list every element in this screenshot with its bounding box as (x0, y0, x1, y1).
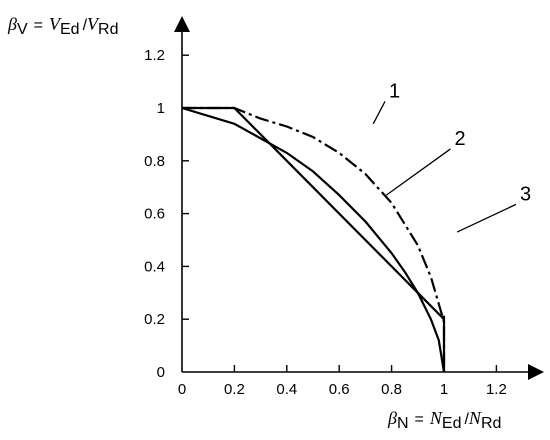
x-label-den-sub: Rd (481, 415, 501, 432)
x-label-beta-sub: N (397, 415, 409, 432)
x-tick-label: 1 (440, 381, 448, 398)
x-label-slash: / (464, 411, 469, 428)
callout-leader (372, 101, 386, 125)
x-tick-label: 0 (178, 381, 186, 398)
x-tick-label: 0.2 (224, 381, 245, 398)
y-label-eq: = (34, 17, 43, 34)
x-tick-label: 0.8 (381, 381, 402, 398)
x-label-num: N (429, 408, 443, 428)
callout-layer: 1 2 3 (372, 80, 531, 233)
y-label-beta-sub: V (17, 21, 28, 38)
y-tick-label: 0.4 (144, 258, 165, 275)
y-label-num-sub: Ed (60, 21, 80, 38)
callout-leader (456, 203, 517, 233)
callout-label: 1 (389, 80, 400, 102)
x-label-beta: β (387, 408, 397, 428)
x-axis-label: βN = NEd/NRd (387, 408, 501, 432)
x-label-den: N (468, 408, 482, 428)
callout-label: 2 (454, 128, 465, 150)
y-label-slash: / (83, 17, 88, 34)
callout-label: 3 (520, 183, 531, 205)
y-tick-label: 0.6 (144, 206, 165, 223)
x-label-num-sub: Ed (442, 415, 462, 432)
x-tick-label: 0.4 (276, 381, 297, 398)
callout-leader (385, 148, 451, 196)
x-tick-label: 0.6 (329, 381, 350, 398)
y-tick-label: 1 (157, 100, 165, 117)
series-line-1 (182, 106, 446, 372)
ticks-layer: 0 0.2 0.4 0.6 0.8 1 1.2 0 0.2 0.4 0.6 0.8 1 1.2 (144, 47, 507, 398)
series-line-3 (181, 106, 446, 373)
y-label-beta: β (7, 14, 17, 34)
y-label-den: V (87, 14, 100, 34)
y-tick-label: 0.2 (144, 311, 165, 328)
y-label-den-sub: Rd (98, 21, 118, 38)
x-label-eq: = (415, 411, 424, 428)
y-tick-label: 1.2 (144, 47, 165, 64)
y-label-num: V (49, 14, 62, 34)
y-tick-label: 0.8 (144, 153, 165, 170)
series-line-2 (182, 106, 446, 372)
series-layer (181, 106, 446, 373)
y-tick-label: 0 (157, 364, 165, 381)
y-axis-label: βV = VEd/VRd (7, 14, 118, 38)
x-tick-label: 1.2 (486, 381, 507, 398)
